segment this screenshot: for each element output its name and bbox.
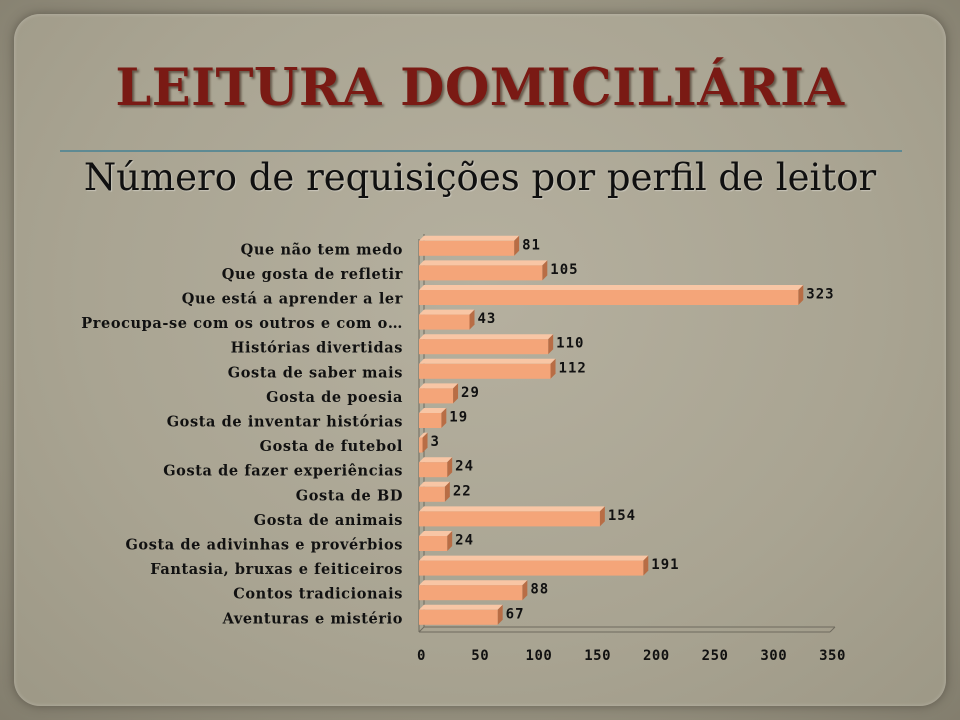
data-label: 112: [559, 360, 587, 376]
bar: [419, 437, 423, 453]
bar-top: [419, 506, 605, 512]
category-label: Gosta de animais: [254, 512, 403, 529]
bar: [419, 585, 523, 601]
data-label: 19: [449, 410, 468, 426]
bar-top: [419, 580, 528, 586]
category-label: Que gosta de refletir: [222, 266, 403, 283]
bar: [419, 339, 549, 355]
bar-top: [419, 531, 453, 536]
bar-side: [469, 309, 475, 330]
bar: [419, 609, 498, 625]
bar-side: [522, 580, 528, 601]
data-label: 154: [608, 508, 636, 524]
bar-top: [419, 358, 556, 364]
x-tick-label: 250: [702, 648, 729, 664]
data-label: 29: [461, 385, 480, 401]
bar-top: [419, 408, 447, 413]
bar-side: [514, 235, 520, 256]
chart-subtitle: Número de requisições por perfil de leit…: [83, 156, 877, 199]
data-label: 81: [522, 237, 541, 253]
data-label: 22: [453, 483, 472, 499]
category-label: Gosta de futebol: [260, 438, 403, 455]
bar-top: [419, 457, 453, 463]
bar-top: [419, 285, 804, 290]
bar-side: [798, 285, 804, 305]
category-label: Fantasia, bruxas e feiticeiros: [150, 561, 403, 578]
bar-top: [419, 235, 520, 241]
category-label: Gosta de saber mais: [228, 364, 403, 381]
category-label: Gosta de fazer experiências: [163, 463, 403, 480]
bar-side: [441, 408, 447, 428]
data-label: 88: [530, 582, 549, 598]
bar-side: [599, 506, 605, 527]
bar-top: [419, 432, 428, 438]
bar-top: [419, 260, 548, 266]
bar-side: [453, 383, 459, 404]
bar: [419, 560, 644, 576]
data-label: 3: [431, 434, 440, 450]
bar: [419, 290, 799, 305]
bar: [419, 314, 470, 330]
category-label: Gosta de BD: [296, 487, 403, 504]
x-tick-label: 300: [760, 648, 787, 664]
bar-top: [419, 309, 475, 315]
category-label: Aventuras e mistério: [222, 610, 403, 627]
bar-side: [447, 457, 453, 478]
category-label: Gosta de inventar histórias: [167, 414, 403, 431]
x-tick-label: 200: [643, 648, 670, 664]
bar-top: [419, 555, 649, 561]
data-label: 67: [506, 606, 525, 622]
bar: [419, 240, 515, 256]
category-label: Gosta de poesia: [266, 389, 403, 406]
title-divider: [60, 150, 902, 152]
category-label: Que está a aprender a ler: [182, 291, 403, 308]
x-tick-label: 100: [526, 648, 553, 664]
data-label: 43: [477, 311, 496, 327]
category-label: Que não tem medo: [241, 241, 403, 258]
bar-side: [542, 260, 548, 281]
page-title: LEITURA DOMICILIÁRIA: [115, 58, 845, 118]
bar: [419, 536, 448, 551]
bar-side: [497, 604, 503, 625]
data-label: 323: [806, 287, 834, 303]
data-label: 191: [651, 557, 679, 573]
data-label: 105: [550, 262, 578, 278]
x-tick-label: 150: [584, 648, 611, 664]
bar: [419, 388, 454, 404]
category-label: Contos tradicionais: [233, 586, 403, 603]
bar-side: [447, 531, 453, 551]
bar: [419, 486, 445, 502]
bar: [419, 363, 551, 379]
bar-top: [419, 334, 554, 340]
bar: [419, 511, 600, 527]
x-axis-corner: [829, 626, 836, 633]
bar-top: [419, 383, 459, 389]
bar-top: [419, 604, 503, 610]
x-tick-label: 350: [819, 648, 846, 664]
origin-corner: [418, 626, 425, 633]
data-label: 110: [556, 336, 584, 352]
bar: [419, 413, 442, 428]
data-label: 24: [455, 459, 474, 475]
bar: [419, 462, 448, 478]
category-label: Preocupa-se com os outros e com o…: [81, 315, 403, 332]
x-tick-label: 50: [471, 648, 489, 664]
bar-side: [550, 358, 556, 379]
bar-top: [419, 481, 450, 487]
bar-side: [548, 334, 554, 355]
bar-side: [422, 432, 428, 453]
bar-side: [444, 481, 450, 502]
bar-side: [643, 555, 649, 576]
category-label: Histórias divertidas: [231, 340, 403, 357]
data-label: 24: [455, 533, 474, 549]
bar: [419, 265, 543, 281]
category-label: Gosta de adivinhas e provérbios: [125, 537, 403, 554]
x-tick-label: 0: [417, 648, 426, 664]
